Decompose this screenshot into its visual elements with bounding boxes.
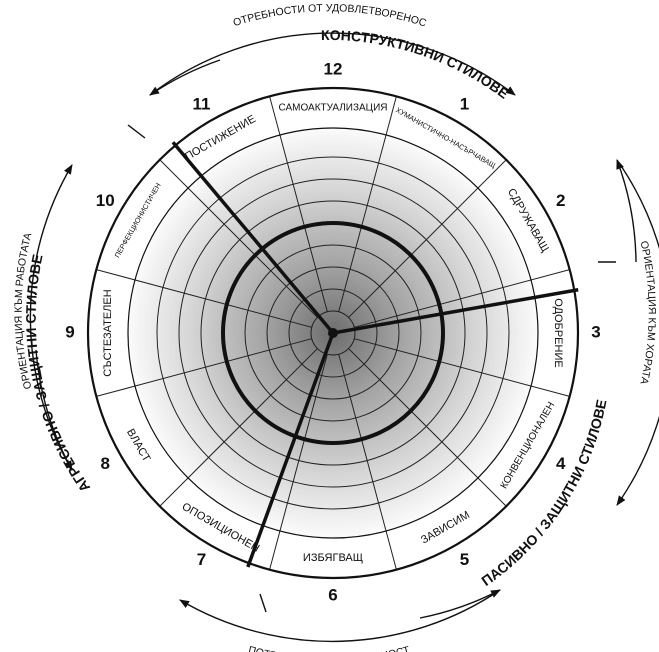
outer-circles (86, 86, 580, 580)
segment-spoke (338, 96, 397, 312)
segment-number: 9 (65, 322, 74, 341)
threshold-circle (221, 221, 445, 445)
segment-spoke (96, 269, 312, 328)
arrow-right (616, 159, 659, 506)
grid-spokes (96, 96, 570, 570)
segment-label: ОДОБРЕНИЕ (552, 298, 564, 367)
arrow-left-down (35, 349, 73, 471)
arrow-top-left (149, 59, 221, 96)
outer-arrows (29, 32, 659, 643)
segment-number: 8 (101, 454, 110, 473)
segment-number: 1 (460, 95, 469, 114)
segment-spoke (354, 269, 570, 328)
segment-spoke (348, 348, 507, 507)
segment-label: СЪСТЕЗАТЕЛЕН (102, 289, 114, 376)
segment-number: 2 (556, 191, 565, 210)
segment-spoke (338, 354, 397, 570)
segment-number: 5 (460, 550, 469, 569)
segment-spoke (159, 348, 318, 507)
style-divider (332, 288, 579, 335)
segment-number: 11 (193, 95, 211, 114)
style-divider (246, 332, 335, 568)
arrow-left (29, 164, 73, 471)
segment-number: 12 (324, 59, 343, 78)
tick-top-left (127, 124, 146, 139)
arrow-bottom-right (419, 589, 501, 619)
grid-ring (200, 200, 466, 466)
segment-number: 3 (591, 322, 600, 341)
tick-bottom (259, 593, 267, 613)
segment-number: 10 (96, 191, 115, 210)
segment-label: ИЗБЯГВАЩ (303, 552, 363, 564)
segment-label: САМОАКТУАЛИЗАЦИЯ (278, 103, 387, 114)
outer-label-top: ПОТРЕБНОСТИ ОТ УДОВЛЕТВОРЕНОСТ (0, 0, 428, 30)
segment-spoke (348, 159, 507, 318)
segment-spoke (269, 354, 328, 570)
segment-spoke (96, 338, 312, 397)
grid-ring (156, 156, 510, 510)
segment-number: 4 (556, 454, 566, 473)
arrow-top (149, 32, 516, 96)
arrow-bottom (179, 589, 501, 643)
segment-number: 6 (328, 585, 337, 604)
segment-spoke (269, 96, 328, 312)
grid-ring (244, 244, 422, 422)
outer-label-bottom: ПОТРЕБНОСТИ ОТ СИГУРНОСТ (247, 644, 412, 652)
segment-number: 7 (197, 550, 206, 569)
grid-ring (310, 310, 356, 356)
segment-spoke (159, 159, 318, 318)
outer-label-right: ОРИЕНТАЦИЯ КЪМ ХОРАТА (638, 240, 658, 386)
style-dividers (171, 141, 579, 568)
grid-rings (156, 156, 510, 510)
group-label-aggressive: АГРЕСИВНО / ЗАЩИТНИ СТИЛОВЕ (23, 253, 93, 495)
center-dot (328, 328, 338, 338)
grid-ring (178, 178, 488, 488)
grid-ring (288, 288, 378, 378)
grid-ring (266, 266, 400, 400)
style-divider (171, 141, 335, 335)
arrow-right-up (616, 159, 637, 263)
segment-spoke (354, 338, 570, 397)
